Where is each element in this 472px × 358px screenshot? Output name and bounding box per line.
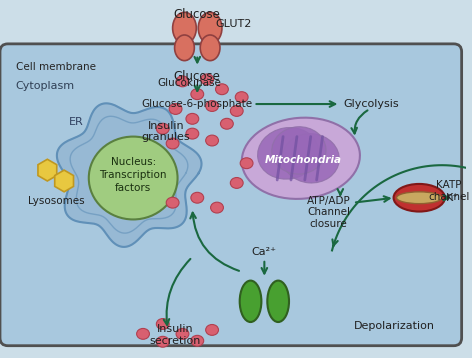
Ellipse shape [198, 12, 222, 44]
Text: Glucose-6-phosphate: Glucose-6-phosphate [142, 99, 253, 109]
Ellipse shape [169, 103, 182, 115]
Text: Glycolysis: Glycolysis [343, 99, 399, 109]
Ellipse shape [186, 128, 199, 139]
Ellipse shape [206, 324, 219, 335]
Ellipse shape [230, 106, 243, 116]
Ellipse shape [235, 92, 248, 102]
Text: Mitochondria: Mitochondria [264, 155, 341, 165]
Ellipse shape [191, 192, 204, 203]
Ellipse shape [173, 12, 196, 44]
Ellipse shape [394, 184, 445, 212]
Text: Lysosomes: Lysosomes [28, 196, 84, 206]
Ellipse shape [201, 74, 213, 85]
Text: Glucokinase: Glucokinase [158, 78, 222, 88]
Ellipse shape [89, 137, 177, 219]
Ellipse shape [396, 192, 442, 204]
Ellipse shape [176, 328, 189, 339]
Ellipse shape [200, 35, 220, 61]
Ellipse shape [156, 319, 169, 329]
Text: Cell membrane: Cell membrane [16, 62, 96, 72]
Ellipse shape [191, 89, 204, 100]
Ellipse shape [240, 158, 253, 169]
Ellipse shape [240, 281, 261, 322]
Text: Insulin
secretion: Insulin secretion [150, 324, 201, 346]
Text: ATP/ADP
Channel
closure: ATP/ADP Channel closure [307, 196, 350, 229]
Text: K⁺: K⁺ [446, 193, 459, 203]
Text: Ca²⁺: Ca²⁺ [252, 247, 277, 257]
Ellipse shape [258, 127, 319, 179]
Ellipse shape [136, 328, 150, 339]
Ellipse shape [272, 127, 326, 174]
Text: Cytoplasm: Cytoplasm [16, 81, 75, 91]
Text: Depolarization: Depolarization [354, 321, 435, 331]
Ellipse shape [166, 138, 179, 149]
Ellipse shape [166, 197, 179, 208]
Text: GLUT2: GLUT2 [215, 19, 252, 29]
Text: Glucose: Glucose [174, 8, 221, 21]
Ellipse shape [156, 336, 169, 347]
Ellipse shape [206, 101, 219, 111]
Ellipse shape [156, 123, 169, 134]
FancyBboxPatch shape [0, 44, 462, 346]
Ellipse shape [267, 281, 289, 322]
Ellipse shape [282, 134, 339, 183]
Ellipse shape [242, 118, 360, 199]
Ellipse shape [211, 202, 223, 213]
Ellipse shape [191, 335, 204, 346]
Ellipse shape [176, 76, 189, 87]
Ellipse shape [216, 84, 228, 95]
Polygon shape [57, 103, 202, 247]
Ellipse shape [186, 113, 199, 124]
Text: Nucleus:
Transcription
factors: Nucleus: Transcription factors [100, 157, 167, 193]
Text: Glucose: Glucose [174, 69, 221, 82]
Ellipse shape [175, 35, 194, 61]
Text: Insulin
granules: Insulin granules [142, 121, 190, 142]
Ellipse shape [206, 135, 219, 146]
Ellipse shape [220, 118, 233, 129]
Ellipse shape [230, 178, 243, 188]
Text: ER: ER [69, 117, 84, 127]
Text: KATP
channel: KATP channel [428, 180, 470, 202]
